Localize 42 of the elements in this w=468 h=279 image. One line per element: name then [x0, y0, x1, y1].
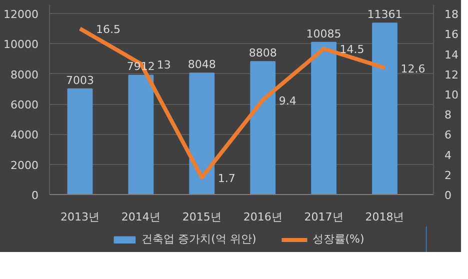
x-tick-label: 2016년 [243, 210, 282, 224]
x-tick-label: 2013년 [60, 210, 100, 224]
y2-tick-label: 14 [444, 48, 458, 62]
y2-tick-label: 4 [444, 148, 452, 162]
bar [189, 72, 215, 194]
y2-tick-label: 16 [444, 28, 458, 42]
y2-tick-label: 6 [444, 128, 452, 142]
data-label: 8048 [188, 58, 216, 72]
y2-tick-label: 0 [444, 189, 452, 202]
x-tick-label: 2017년 [304, 210, 344, 224]
y-tick-label: 12000 [4, 8, 39, 22]
y2-tick-label: 10 [444, 88, 458, 102]
bar [311, 42, 336, 194]
y-tick-label: 6000 [10, 98, 39, 112]
bar [250, 61, 276, 194]
bar [67, 88, 93, 194]
y2-tick-label: 18 [444, 8, 458, 22]
legend-label: 건축업 증가치(억 위안) [142, 232, 256, 246]
y2-tick-label: 2 [444, 168, 452, 182]
bar [128, 74, 154, 194]
y-tick-label: 4000 [10, 128, 39, 142]
data-label: 12.6 [400, 62, 426, 76]
y2-tick-label: 8 [444, 108, 452, 122]
data-label: 7003 [66, 74, 94, 87]
data-label: 16.5 [96, 23, 120, 36]
x-tick-label: 2018년 [365, 210, 404, 224]
y2-tick-label: 12 [444, 68, 458, 82]
data-label: 11361 [367, 8, 402, 22]
data-label: 14.5 [340, 43, 364, 56]
y-tick-label: 10000 [4, 38, 39, 52]
data-label: 9.4 [278, 94, 296, 108]
data-label: 13 [156, 58, 171, 72]
y-tick-label: 8000 [10, 68, 39, 82]
data-label: 8808 [248, 46, 277, 60]
legend-label: 성장률(%) [312, 232, 364, 246]
x-tick-label: 2014년 [121, 210, 160, 224]
bar [372, 22, 398, 194]
x-tick-label: 2015년 [182, 210, 222, 224]
y-tick-label: 2000 [10, 158, 39, 172]
data-label: 10085 [306, 27, 342, 40]
y-tick-label: 0 [32, 189, 38, 202]
data-label: 1.7 [218, 172, 236, 185]
